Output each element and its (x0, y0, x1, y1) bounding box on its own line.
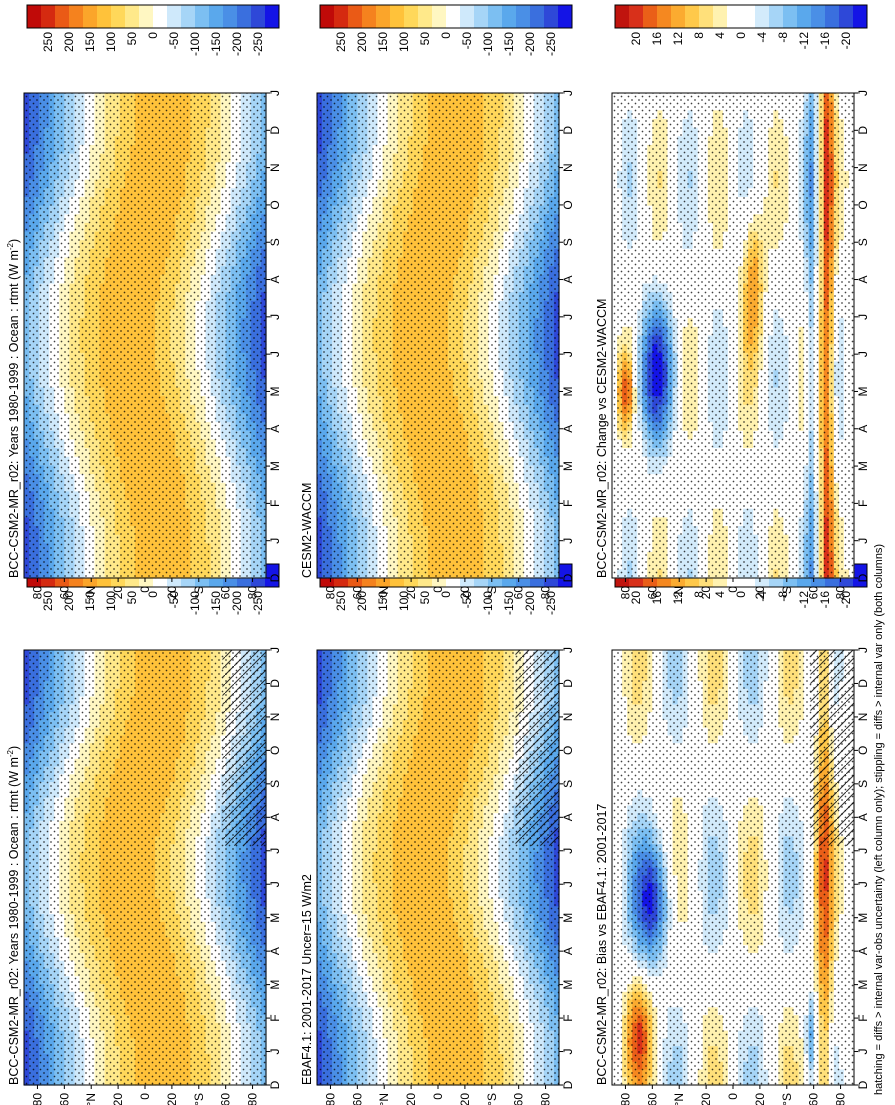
lat-tick-label: 60 (219, 1093, 233, 1105)
month-tick-label: S (268, 780, 282, 788)
lat-tick-label: 80 (30, 1093, 44, 1105)
month-tick-label: O (268, 746, 282, 755)
panel-title-units-close: ) (7, 746, 21, 750)
lat-tick-label: 0 (138, 1093, 152, 1100)
month-tick-label: D (268, 679, 282, 688)
lat-tick-label: 60 (57, 1093, 71, 1105)
month-tick-label: J (268, 1049, 282, 1055)
month-tick-label: J (268, 848, 282, 854)
month-tick-label: D (268, 1080, 282, 1089)
month-tick-label: A (268, 813, 282, 821)
hatching-overlay (222, 650, 266, 846)
month-tick-label: M (268, 913, 282, 923)
month-tick-label: A (268, 947, 282, 955)
month-tick-label: J (268, 881, 282, 887)
lat-tick-label: 80 (246, 1093, 260, 1105)
month-tick-label: F (268, 1014, 282, 1021)
colorbar-label: 50 (125, 591, 139, 605)
lat-tick-label: °N (84, 1093, 98, 1105)
lat-tick-label: 20 (111, 1093, 125, 1105)
panel-title: BCC-CSM2-MR_r02: Years 1980-1999 : Ocean… (6, 746, 21, 1085)
lat-tick-label: 20 (165, 1093, 179, 1105)
month-tick-label: J (268, 647, 282, 653)
chart-panel-1: 80 60 °N 20 0 20 °S 60 80 D J F M A M J J A S O N D J BCC-CSM2-… (6, 563, 282, 1105)
lat-tick-label: °S (192, 1093, 206, 1105)
month-tick-label: N (268, 713, 282, 722)
month-tick-label: M (268, 980, 282, 990)
chart-panel-2: 80 60 °N 20 0 20 °S 60 80DJFMAMJJASONDJEBAF4.1: … (300, 563, 575, 1105)
